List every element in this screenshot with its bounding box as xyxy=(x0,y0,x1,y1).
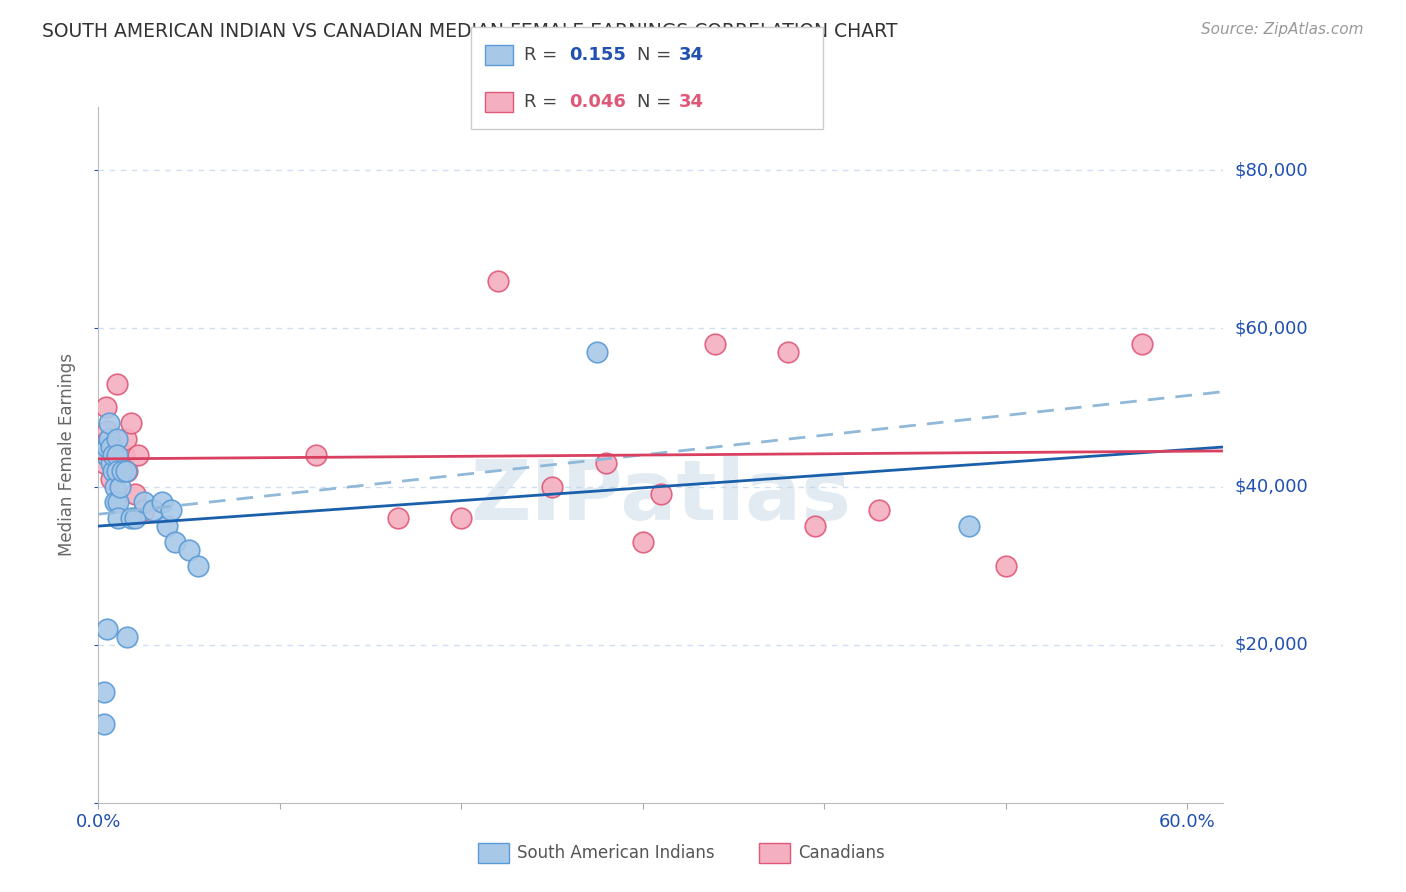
Point xyxy=(107,495,129,509)
Point xyxy=(105,448,128,462)
Point xyxy=(179,542,201,557)
Point xyxy=(704,337,727,351)
Point xyxy=(114,432,136,446)
Point xyxy=(117,464,139,478)
Point xyxy=(96,440,118,454)
Point xyxy=(100,440,122,454)
Text: 0.046: 0.046 xyxy=(569,93,626,111)
Text: $80,000: $80,000 xyxy=(1234,161,1308,179)
Text: SOUTH AMERICAN INDIAN VS CANADIAN MEDIAN FEMALE EARNINGS CORRELATION CHART: SOUTH AMERICAN INDIAN VS CANADIAN MEDIAN… xyxy=(42,22,897,41)
Point xyxy=(108,479,131,493)
Point xyxy=(776,345,799,359)
Point xyxy=(104,495,127,509)
Point xyxy=(868,503,890,517)
Point xyxy=(101,440,124,454)
Point xyxy=(142,503,165,517)
Point xyxy=(93,716,115,731)
Point xyxy=(111,456,134,470)
Point xyxy=(994,558,1017,573)
Text: $60,000: $60,000 xyxy=(1234,319,1308,337)
Point xyxy=(104,448,127,462)
Text: R =: R = xyxy=(524,46,564,64)
Point xyxy=(111,464,134,478)
Point xyxy=(105,464,128,478)
Point xyxy=(98,417,121,431)
Text: 34: 34 xyxy=(679,93,704,111)
Point xyxy=(586,345,609,359)
Point xyxy=(631,535,654,549)
Point xyxy=(105,376,128,391)
Point xyxy=(94,401,117,415)
Point xyxy=(105,448,128,462)
Point xyxy=(94,448,117,462)
Text: $20,000: $20,000 xyxy=(1234,636,1308,654)
Point xyxy=(96,424,118,438)
Text: ZIPatlas: ZIPatlas xyxy=(471,456,851,537)
Point xyxy=(160,503,183,517)
Point xyxy=(124,511,146,525)
Point xyxy=(486,274,509,288)
Point xyxy=(957,519,980,533)
Point xyxy=(101,448,124,462)
Point xyxy=(305,448,328,462)
Point xyxy=(163,535,186,549)
Point xyxy=(156,519,179,533)
Point xyxy=(120,511,142,525)
Point xyxy=(93,685,115,699)
Point xyxy=(127,448,149,462)
Point xyxy=(150,495,173,509)
Point xyxy=(100,456,122,470)
Point xyxy=(101,464,124,478)
Point xyxy=(132,495,155,509)
Point xyxy=(104,479,127,493)
Point xyxy=(104,456,127,470)
Text: South American Indians: South American Indians xyxy=(517,844,716,862)
Point xyxy=(114,464,136,478)
Point xyxy=(804,519,827,533)
Point xyxy=(105,432,128,446)
Text: N =: N = xyxy=(637,93,676,111)
Text: Canadians: Canadians xyxy=(799,844,886,862)
Point xyxy=(98,432,121,446)
Point xyxy=(187,558,209,573)
Point xyxy=(595,456,617,470)
Point xyxy=(124,487,146,501)
Point xyxy=(96,622,118,636)
Text: 0.155: 0.155 xyxy=(569,46,626,64)
Point xyxy=(98,432,121,446)
Text: N =: N = xyxy=(637,46,676,64)
Text: 34: 34 xyxy=(679,46,704,64)
Text: R =: R = xyxy=(524,93,564,111)
Point xyxy=(93,456,115,470)
Point xyxy=(100,472,122,486)
Point xyxy=(132,503,155,517)
Text: Source: ZipAtlas.com: Source: ZipAtlas.com xyxy=(1201,22,1364,37)
Text: $40,000: $40,000 xyxy=(1234,477,1308,496)
Point xyxy=(450,511,472,525)
Point xyxy=(1130,337,1153,351)
Point xyxy=(107,464,129,478)
Point xyxy=(120,417,142,431)
Point xyxy=(650,487,672,501)
Point xyxy=(117,630,139,644)
Point xyxy=(387,511,409,525)
Y-axis label: Median Female Earnings: Median Female Earnings xyxy=(58,353,76,557)
Point xyxy=(541,479,564,493)
Point xyxy=(112,448,135,462)
Point xyxy=(108,448,131,462)
Point xyxy=(107,511,129,525)
